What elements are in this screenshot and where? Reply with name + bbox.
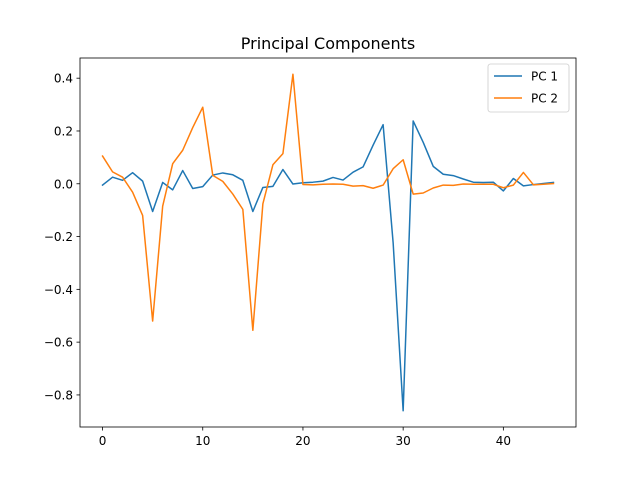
y-tick-label: 0.4	[54, 72, 73, 86]
y-axis: −0.8 −0.6 −0.4 −0.2 0.0 0.2 0.4	[44, 72, 80, 402]
y-tick-label: 0.2	[54, 124, 73, 138]
chart-title: Principal Components	[241, 34, 416, 53]
x-tick-label: 40	[496, 434, 511, 448]
y-tick-label: −0.2	[44, 230, 73, 244]
x-tick-label: 10	[195, 434, 210, 448]
x-axis: 0 10 20 30 40	[99, 427, 511, 448]
y-tick-label: −0.8	[44, 388, 73, 402]
series-line-pc-2	[101, 73, 555, 332]
y-tick-label: 0.0	[54, 177, 73, 191]
y-tick-label: −0.6	[44, 336, 73, 350]
x-tick-label: 0	[99, 434, 107, 448]
legend: PC 1 PC 2	[487, 63, 570, 113]
x-tick-label: 30	[396, 434, 411, 448]
y-tick-label: −0.4	[44, 283, 73, 297]
series-layer	[101, 73, 555, 412]
series-line-pc-1	[101, 120, 555, 412]
legend-label-pc-1: PC 1	[531, 70, 558, 84]
legend-label-pc-2: PC 2	[531, 92, 558, 106]
x-tick-label: 20	[295, 434, 310, 448]
plot-area-frame	[79, 57, 577, 428]
